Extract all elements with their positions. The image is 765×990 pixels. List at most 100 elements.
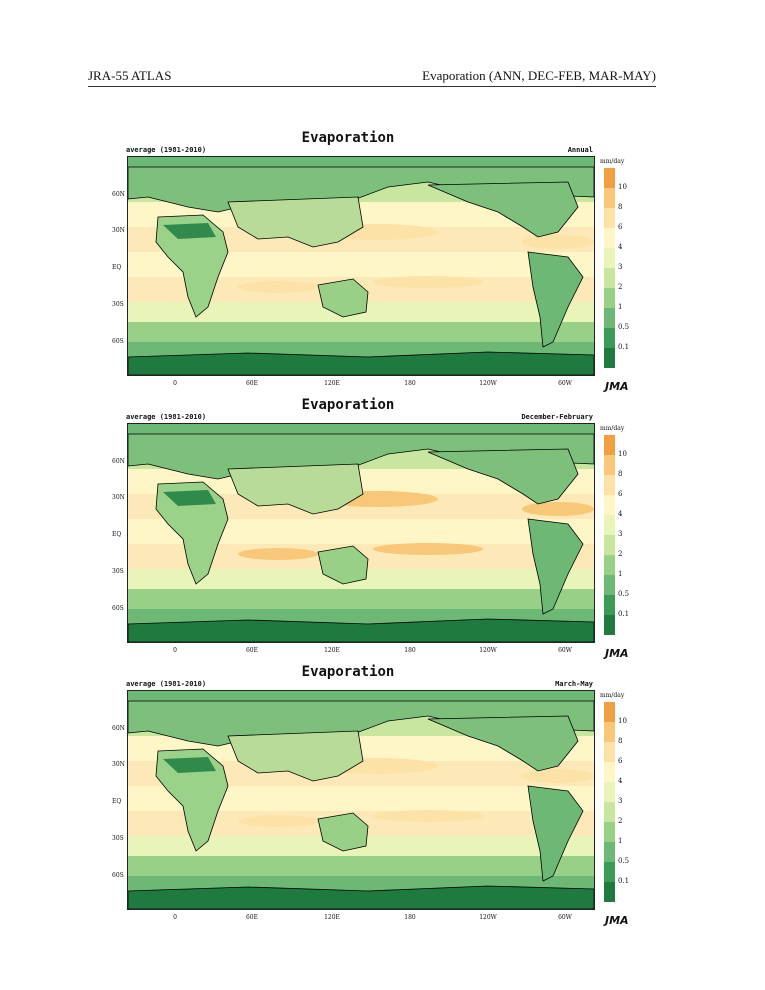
colorbar-level: 0.5 [618, 590, 630, 598]
colorbar-segment [604, 742, 615, 762]
lon-tick-label: 180 [404, 380, 416, 387]
lon-tick-label: 120W [479, 914, 497, 921]
colorbar-segment [604, 842, 615, 862]
lon-tick-label: 0 [173, 914, 177, 921]
colorbar-level: 1 [618, 303, 623, 311]
colorbar-segment [604, 268, 615, 288]
colorbar-segment [604, 555, 615, 575]
map-panel: Evaporation average (1981-2010) Annual m… [112, 130, 640, 398]
colorbar-level: 8 [618, 470, 623, 478]
lon-tick-label: 60E [245, 380, 259, 387]
colorbar-level: 2 [618, 817, 623, 825]
colorbar-segment [604, 475, 615, 495]
world-map [127, 423, 595, 643]
colorbar-segment [604, 288, 615, 308]
colorbar-segment [604, 802, 615, 822]
lat-tick-label: 30N [112, 494, 125, 501]
panel-season: December-February [521, 413, 593, 421]
lon-tick-label: 0 [173, 647, 177, 654]
panel-period: average (1981-2010) [126, 146, 207, 154]
lon-tick-label: 120E [324, 914, 340, 921]
colorbar-level: 2 [618, 283, 623, 291]
jma-logo: JMA [605, 647, 629, 660]
colorbar-segment [604, 168, 615, 188]
panel-season: Annual [567, 146, 593, 154]
colorbar: mm/day 10 8 6 4 3 2 1 0.5 0.1 [600, 156, 640, 378]
colorbar-level: 0.1 [618, 877, 630, 885]
map-panel: Evaporation average (1981-2010) December… [112, 397, 640, 665]
world-map [127, 156, 595, 376]
colorbar-segment [604, 822, 615, 842]
colorbar-segment [604, 862, 615, 882]
colorbar-level: 3 [618, 797, 623, 805]
colorbar-segment [604, 882, 615, 902]
lat-tick-label: 30N [112, 227, 125, 234]
lon-tick-label: 60E [245, 914, 259, 921]
colorbar-segment [604, 208, 615, 228]
lat-tick-label: 30S [112, 301, 124, 308]
lon-tick-label: 120W [479, 647, 497, 654]
colorbar-segment [604, 308, 615, 328]
panel-title: Evaporation [301, 397, 395, 413]
page-header: JRA-55 ATLAS Evaporation (ANN, DEC-FEB, … [88, 66, 656, 87]
colorbar-level: 0.1 [618, 610, 630, 618]
colorbar-segment [604, 515, 615, 535]
jma-logo: JMA [605, 914, 629, 927]
colorbar-segment [604, 348, 615, 368]
colorbar-units: mm/day [600, 425, 625, 432]
colorbar-level: 0.1 [618, 343, 630, 351]
colorbar-segment [604, 575, 615, 595]
colorbar-level: 10 [618, 450, 627, 458]
lon-tick-label: 120W [479, 380, 497, 387]
colorbar-segment [604, 615, 615, 635]
lon-tick-label: 60W [558, 647, 572, 654]
map-canvas [128, 691, 594, 909]
colorbar-level: 3 [618, 530, 623, 538]
map-canvas [128, 424, 594, 642]
header-left: JRA-55 ATLAS [88, 68, 172, 83]
panel-title: Evaporation [301, 130, 395, 146]
lon-tick-label: 120E [324, 380, 340, 387]
colorbar: mm/day 10 8 6 4 3 2 1 0.5 0.1 [600, 423, 640, 645]
lat-tick-label: 30N [112, 761, 125, 768]
colorbar-level: 0.5 [618, 857, 630, 865]
colorbar: mm/day 10 8 6 4 3 2 1 0.5 0.1 [600, 690, 640, 912]
lon-tick-label: 60W [558, 914, 572, 921]
colorbar-level: 10 [618, 183, 627, 191]
colorbar-level: 8 [618, 203, 623, 211]
lat-tick-label: 60S [112, 605, 124, 612]
lon-tick-label: 0 [173, 380, 177, 387]
lat-tick-label: 60N [112, 191, 125, 198]
map-canvas [128, 157, 594, 375]
colorbar-level: 10 [618, 717, 627, 725]
colorbar-segment [604, 188, 615, 208]
colorbar-segment [604, 762, 615, 782]
colorbar-segment [604, 702, 615, 722]
panel-period: average (1981-2010) [126, 680, 207, 688]
colorbar-segment [604, 328, 615, 348]
lat-tick-label: 60N [112, 725, 125, 732]
world-map [127, 690, 595, 910]
lon-tick-label: 60E [245, 647, 259, 654]
panel-title: Evaporation [301, 664, 395, 680]
colorbar-segment [604, 495, 615, 515]
map-panel: Evaporation average (1981-2010) March-Ma… [112, 664, 640, 932]
lon-tick-label: 180 [404, 647, 416, 654]
colorbar-segment [604, 435, 615, 455]
lat-tick-label: 60S [112, 338, 124, 345]
colorbar-segment [604, 535, 615, 555]
panel-period: average (1981-2010) [126, 413, 207, 421]
lat-tick-label: EQ [112, 798, 122, 805]
lat-tick-label: EQ [112, 531, 122, 538]
colorbar-segment [604, 455, 615, 475]
colorbar-segment [604, 782, 615, 802]
colorbar-level: 4 [618, 777, 623, 785]
colorbar-level: 1 [618, 570, 623, 578]
lat-tick-label: 60N [112, 458, 125, 465]
lon-tick-label: 120E [324, 647, 340, 654]
colorbar-units: mm/day [600, 692, 625, 699]
colorbar-level: 0.5 [618, 323, 630, 331]
colorbar-segment [604, 228, 615, 248]
colorbar-level: 2 [618, 550, 623, 558]
colorbar-level: 8 [618, 737, 623, 745]
